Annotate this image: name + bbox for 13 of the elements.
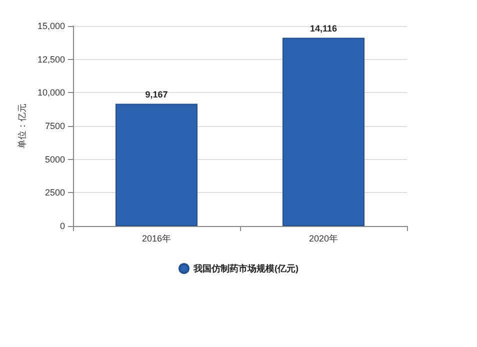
y-tick-label: 2500 <box>44 188 65 198</box>
y-tick-label: 15,000 <box>37 21 65 31</box>
y-tick-label: 7500 <box>44 121 65 131</box>
y-tick-label: 10,000 <box>37 88 65 98</box>
x-tick-label: 2016年 <box>142 234 172 244</box>
legend-label: 我国仿制药市场规模(亿元) <box>192 264 299 274</box>
data-label: 9,167 <box>145 89 168 100</box>
y-axis-title: 单位：亿元 <box>17 104 28 148</box>
data-label: 14,116 <box>310 23 338 34</box>
x-tick-label: 2020年 <box>308 234 338 244</box>
y-tick-label: 12,500 <box>37 54 65 64</box>
y-tick-label: 0 <box>60 221 65 231</box>
y-tick-label: 5000 <box>44 154 65 164</box>
